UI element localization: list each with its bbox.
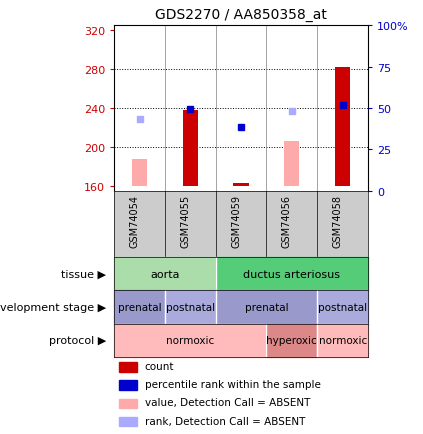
- Bar: [335, 68, 350, 187]
- Text: percentile rank within the sample: percentile rank within the sample: [145, 379, 321, 389]
- Text: value, Detection Call = ABSENT: value, Detection Call = ABSENT: [145, 398, 310, 408]
- Text: rank, Detection Call = ABSENT: rank, Detection Call = ABSENT: [145, 416, 305, 426]
- Bar: [216, 258, 368, 291]
- Text: tissue ▶: tissue ▶: [61, 269, 106, 279]
- Text: GSM74058: GSM74058: [332, 195, 343, 248]
- Text: GSM74056: GSM74056: [282, 195, 292, 248]
- Bar: [284, 142, 299, 187]
- Text: normoxic: normoxic: [319, 335, 367, 345]
- Bar: [114, 324, 266, 357]
- Bar: [119, 399, 137, 408]
- Text: GSM74055: GSM74055: [180, 195, 190, 248]
- Bar: [183, 111, 198, 187]
- Text: hyperoxic: hyperoxic: [266, 335, 317, 345]
- Bar: [114, 291, 165, 324]
- Text: GSM74059: GSM74059: [231, 195, 241, 248]
- Text: aorta: aorta: [150, 269, 180, 279]
- Text: ductus arteriosus: ductus arteriosus: [243, 269, 341, 279]
- Bar: [233, 184, 249, 187]
- Text: protocol ▶: protocol ▶: [49, 335, 106, 345]
- Bar: [165, 291, 216, 324]
- Bar: [216, 291, 317, 324]
- Text: prenatal: prenatal: [244, 302, 288, 312]
- Bar: [132, 159, 147, 187]
- Bar: [266, 324, 317, 357]
- Bar: [114, 258, 216, 291]
- Bar: [119, 362, 137, 372]
- Bar: [119, 417, 137, 426]
- Bar: [317, 324, 368, 357]
- Bar: [317, 291, 368, 324]
- Text: normoxic: normoxic: [166, 335, 214, 345]
- Bar: [119, 381, 137, 390]
- Text: prenatal: prenatal: [118, 302, 162, 312]
- Text: count: count: [145, 361, 174, 371]
- Text: GSM74054: GSM74054: [129, 195, 140, 248]
- Text: postnatal: postnatal: [166, 302, 215, 312]
- Text: postnatal: postnatal: [318, 302, 367, 312]
- Text: development stage ▶: development stage ▶: [0, 302, 106, 312]
- Title: GDS2270 / AA850358_at: GDS2270 / AA850358_at: [155, 8, 327, 22]
